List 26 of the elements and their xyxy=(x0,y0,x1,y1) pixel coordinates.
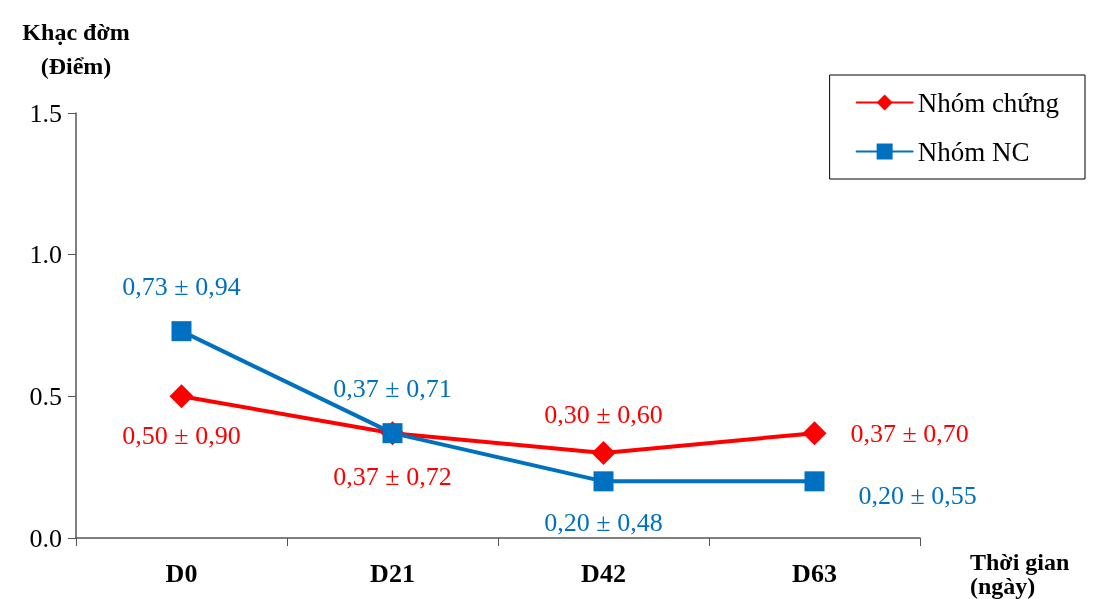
point xyxy=(591,441,616,465)
x-tick-label: D63 xyxy=(792,558,837,588)
y-tick-label: 0.0 xyxy=(29,523,62,553)
point xyxy=(171,321,192,342)
x-tick-label: D21 xyxy=(370,558,415,588)
data-label: 0,20 ± 0,55 xyxy=(858,480,977,510)
x-tick-label: D0 xyxy=(165,558,198,588)
data-label: 0,30 ± 0,60 xyxy=(544,399,663,429)
data-label: 0,73 ± 0,94 xyxy=(122,271,241,301)
legend-label: Nhóm chứng xyxy=(917,87,1060,118)
y-tick-label: 1.5 xyxy=(29,98,62,128)
point xyxy=(802,421,827,446)
point xyxy=(169,384,194,409)
legend-label: Nhóm NC xyxy=(917,136,1030,167)
data-label: 0,20 ± 0,48 xyxy=(544,507,663,537)
y-tick-label: 0.5 xyxy=(29,381,62,411)
point xyxy=(804,471,825,492)
y-axis-title: Khạc đờm (Điểm) xyxy=(22,19,130,79)
x-tick-label: D42 xyxy=(581,558,626,588)
data-label: 0,37 ± 0,70 xyxy=(850,418,969,448)
data-label: 0,37 ± 0,72 xyxy=(333,461,452,491)
point xyxy=(593,471,614,492)
y-tick-label: 1.0 xyxy=(29,240,62,270)
data-label: 0,37 ± 0,71 xyxy=(333,373,452,403)
x-axis-title: Thời gian (ngày) xyxy=(970,549,1070,599)
data-label: 0,50 ± 0,90 xyxy=(122,420,241,450)
